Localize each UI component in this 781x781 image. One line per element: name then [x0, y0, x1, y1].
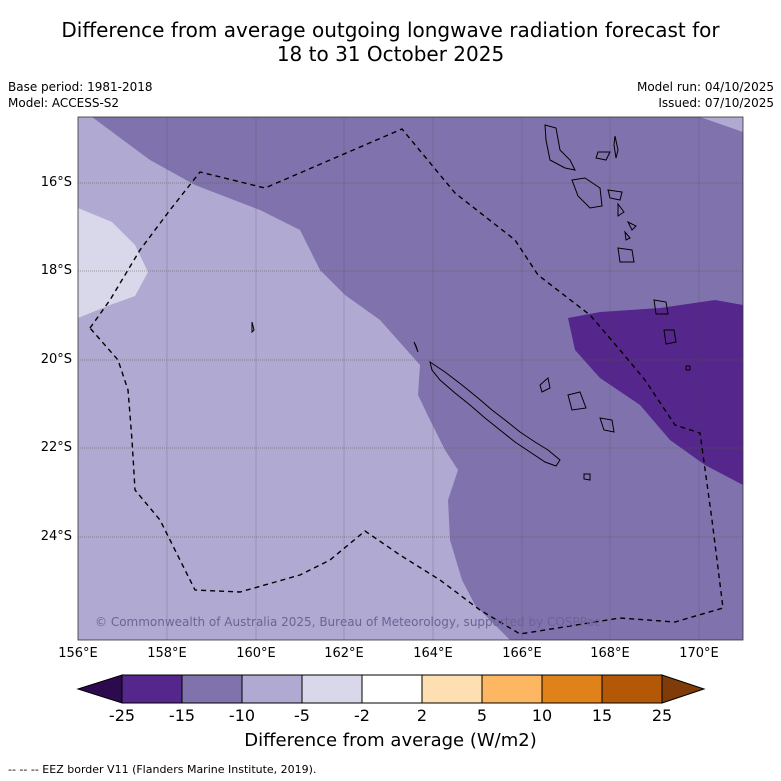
meta-left: Base period: 1981-2018 Model: ACCESS-S2 — [8, 79, 153, 111]
issued-date: Issued: 07/10/2025 — [658, 96, 774, 110]
lon-label-160e: 160°E — [236, 646, 276, 661]
colorbar-segment — [601, 674, 663, 704]
lon-label-158e: 158°E — [147, 646, 187, 661]
colorbar-tick-label: -25 — [108, 706, 136, 725]
lat-label-24s: 24°S — [40, 529, 72, 544]
model-name: Model: ACCESS-S2 — [8, 96, 120, 110]
colorbar-segment — [241, 674, 303, 704]
colorbar-tick-label: 2 — [416, 706, 428, 725]
lon-label-168e: 168°E — [590, 646, 630, 661]
meta-right: Model run: 04/10/2025 Issued: 07/10/2025 — [637, 79, 774, 111]
lon-label-164e: 164°E — [413, 646, 453, 661]
eez-border — [89, 128, 724, 635]
colorbar-tick-label: -2 — [354, 706, 370, 725]
anomaly-band-corner — [700, 117, 743, 132]
anomaly-band-minus10-minus5 — [78, 117, 510, 640]
base-period: Base period: 1981-2018 — [8, 80, 153, 94]
lat-label-22s: 22°S — [40, 440, 72, 455]
lat-label-16s: 16°S — [40, 175, 72, 190]
new-caledonia-coast — [429, 360, 561, 467]
model-run: Model run: 04/10/2025 — [636, 80, 774, 94]
lon-label-170e: 170°E — [679, 646, 719, 661]
colorbar-segment — [301, 674, 363, 704]
colorbar — [76, 674, 706, 704]
map-title-line2: 18 to 31 October 2025 — [276, 42, 505, 66]
vanuatu-south-coast — [617, 247, 635, 263]
lon-label-156e: 156°E — [58, 646, 98, 661]
loyalty-islands-coast — [539, 377, 551, 393]
colorbar-tick-label: -15 — [168, 706, 196, 725]
colorbar-tick-label: 25 — [651, 706, 673, 725]
colorbar-tick-label: -5 — [294, 706, 310, 725]
grid-lines-vertical — [166, 117, 700, 640]
colorbar-tick-label: 15 — [591, 706, 613, 725]
colorbar-segment — [121, 674, 183, 704]
lon-label-162e: 162°E — [324, 646, 364, 661]
colorbar-segment — [181, 674, 243, 704]
lat-label-20s: 20°S — [40, 352, 72, 367]
colorbar-title: Difference from average (W/m2) — [244, 730, 537, 751]
colorbar-segment — [541, 674, 603, 704]
colorbar-tick-label: 10 — [531, 706, 553, 725]
coastlines — [251, 124, 691, 481]
map-title-line1: Difference from average outgoing longwav… — [61, 18, 720, 42]
copyright-notice: © Commonwealth of Australia 2025, Bureau… — [95, 615, 600, 629]
colorbar-high-extend — [661, 674, 706, 704]
colorbar-segment — [361, 674, 423, 704]
colorbar-segment — [481, 674, 543, 704]
colorbar-low-extend — [76, 674, 123, 704]
anomaly-band-minus5-minus2 — [78, 208, 148, 318]
anomaly-band-minus25-minus15 — [568, 300, 743, 485]
eez-footnote: -- -- -- EEZ border V11 (Flanders Marine… — [8, 763, 317, 776]
map-title: Difference from average outgoing longwav… — [0, 18, 781, 66]
lon-label-166e: 166°E — [502, 646, 542, 661]
colorbar-tick-label: 5 — [476, 706, 488, 725]
grid-lines — [78, 182, 743, 538]
lat-label-18s: 18°S — [40, 263, 72, 278]
colorbar-segment — [421, 674, 483, 704]
map-area — [78, 117, 743, 640]
map-frame — [77, 116, 744, 641]
colorbar-tick-label: -10 — [228, 706, 256, 725]
vanuatu-coast — [544, 124, 576, 171]
